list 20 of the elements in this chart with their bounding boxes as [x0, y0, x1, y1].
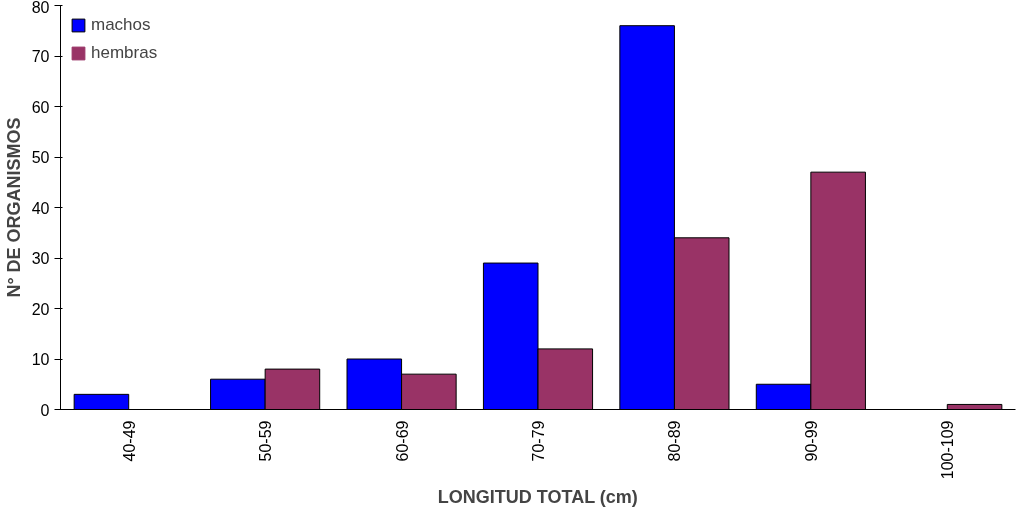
x-axis-title: LONGITUD TOTAL (cm) [437, 487, 638, 508]
y-tick-label: 20 [31, 300, 50, 318]
y-tick-label: 40 [31, 199, 50, 217]
legend-label: hembras [91, 43, 158, 63]
x-tick-label: 40-49 [120, 420, 138, 462]
y-tick-label: 10 [31, 351, 50, 368]
y-tick-label: 0 [40, 401, 50, 419]
y-tick-label: 70 [31, 48, 50, 65]
x-tick-label: 100-109 [939, 420, 957, 480]
y-tick-label: 50 [31, 149, 50, 166]
y-tick-label: 80 [31, 0, 50, 16]
x-tick-label: 70-79 [530, 420, 547, 462]
x-tick-label: 50-59 [257, 420, 275, 462]
x-tick-label: 90-99 [802, 420, 820, 462]
x-tick-label: 80-89 [666, 420, 684, 462]
legend-label: machos [91, 15, 151, 35]
y-tick-label: 60 [31, 98, 50, 116]
x-tick-label: 60-69 [393, 420, 411, 462]
y-tick-label: 30 [31, 250, 50, 267]
y-axis-title: N° DE ORGANISMOS [3, 117, 24, 298]
